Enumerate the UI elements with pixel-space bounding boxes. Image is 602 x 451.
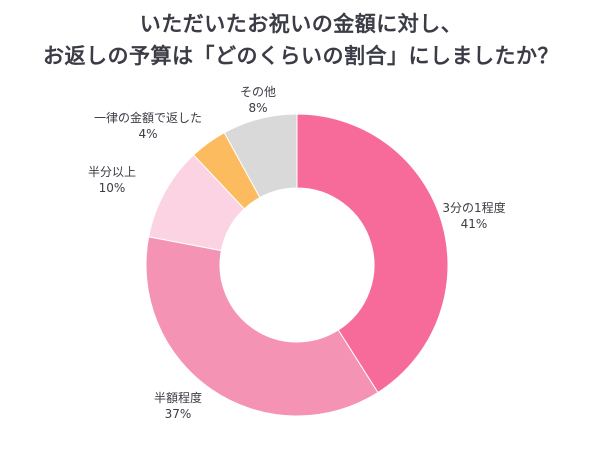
chart-title-line1: いただいたお祝いの金額に対し、 <box>139 12 463 36</box>
slice-2 <box>145 236 379 417</box>
slice-label-4: 一律の金額で返した <box>94 110 202 125</box>
slice-value-3: 10% <box>99 181 126 195</box>
chart-title-line2: お返しの予算は「どのくらいの割合」にしましたか？ <box>43 44 559 68</box>
slice-value-2: 37% <box>165 407 192 421</box>
slice-value-4: 4% <box>138 127 157 141</box>
slice-label-3: 半分以上 <box>88 165 136 179</box>
slice-label-2: 半額程度 <box>154 390 202 405</box>
slice-label-1: 3分の1程度 <box>442 200 505 215</box>
slice-value-5: 8% <box>248 101 267 115</box>
slice-5 <box>223 113 298 199</box>
slice-label-5: その他 <box>240 85 276 99</box>
slice-1 <box>296 113 449 394</box>
slice-value-1: 41% <box>461 217 488 231</box>
